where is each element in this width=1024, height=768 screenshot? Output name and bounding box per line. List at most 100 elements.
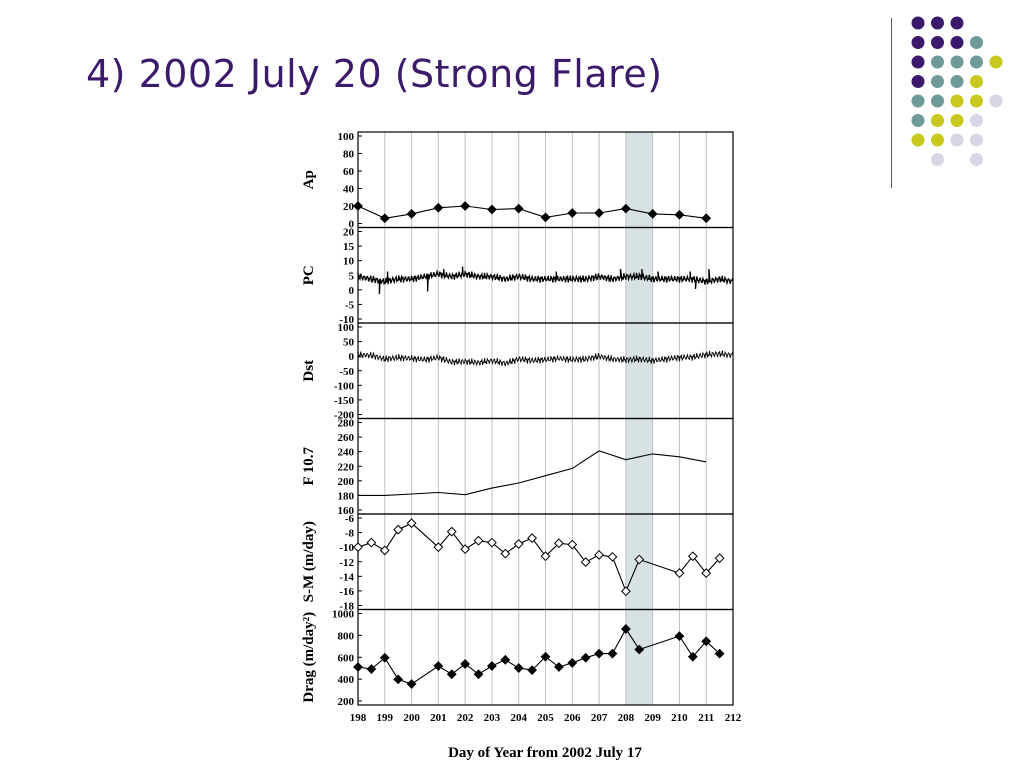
data-point — [620, 624, 631, 634]
y-axis-title: S-M (m/day) — [301, 521, 317, 602]
x-tick-label: 200 — [403, 712, 420, 724]
y-tick-label: 260 — [338, 432, 355, 444]
decor-dot — [970, 114, 983, 127]
data-point — [540, 551, 551, 562]
y-tick-label: 20 — [343, 227, 355, 239]
decor-dot — [950, 55, 964, 69]
decor-dot — [931, 75, 944, 88]
x-tick-label: 198 — [350, 712, 367, 724]
data-point — [527, 533, 538, 544]
decor-dot — [950, 133, 964, 147]
x-tick-label: 203 — [484, 712, 501, 724]
y-tick-label: 60 — [343, 166, 355, 178]
data-point — [647, 208, 658, 219]
slide-title: 4) 2002 July 20 (Strong Flare) — [86, 52, 663, 96]
y-tick-label: -200 — [334, 410, 355, 422]
x-tick-label: 211 — [698, 712, 714, 724]
x-tick-label: 201 — [430, 712, 447, 724]
data-point — [379, 652, 390, 663]
data-point — [674, 568, 685, 579]
decor-dot — [950, 16, 964, 30]
series-line — [357, 266, 734, 295]
data-point — [607, 551, 618, 562]
data-point — [353, 201, 363, 211]
data-point — [553, 662, 564, 672]
data-point — [406, 679, 417, 689]
data-point — [687, 551, 698, 562]
series-line — [357, 627, 720, 685]
data-point — [714, 553, 725, 564]
data-point — [674, 631, 685, 642]
y-tick-label: 50 — [343, 337, 355, 349]
y-tick-label: 600 — [338, 652, 355, 664]
y-tick-label: -10 — [339, 314, 354, 326]
data-point — [460, 544, 471, 555]
y-tick-label: -16 — [339, 586, 354, 598]
decor-dot — [931, 16, 944, 30]
y-tick-label: 800 — [338, 630, 355, 642]
series-line — [357, 205, 707, 219]
data-point — [460, 201, 471, 211]
data-point — [594, 208, 604, 218]
y-tick-label: 100 — [338, 131, 355, 143]
x-tick-label: 212 — [725, 712, 742, 724]
y-tick-label: 0 — [349, 285, 355, 297]
data-point — [701, 213, 712, 224]
y-tick-label: -50 — [339, 366, 354, 378]
x-tick-label: 210 — [671, 712, 688, 724]
data-point — [393, 524, 404, 535]
x-tick-label: 209 — [644, 712, 661, 724]
y-axis-title: Drag (m/day²) — [301, 612, 317, 703]
y-axis-title: Dst — [301, 360, 317, 382]
decor-dot — [950, 75, 964, 88]
x-tick-label: 202 — [457, 712, 474, 724]
decor-dot — [989, 94, 1003, 108]
data-point — [500, 654, 511, 665]
data-point — [620, 203, 631, 214]
data-point — [527, 665, 538, 676]
decor-dot — [970, 153, 983, 166]
data-point — [353, 662, 363, 672]
decor-dot — [931, 153, 944, 166]
data-point — [513, 203, 524, 214]
panel-1: 100 80 60 40 20 0 Ap — [301, 131, 734, 231]
data-point — [620, 586, 631, 597]
data-point — [580, 557, 591, 567]
panel-5: -6 -8 -10 -12 -14 -16 -18 S-M (m/day) — [301, 513, 734, 613]
data-point — [714, 648, 725, 659]
decor-dot — [970, 94, 983, 108]
data-point — [433, 542, 444, 553]
data-point — [594, 648, 604, 659]
y-tick-label: 20 — [343, 201, 355, 213]
data-point — [674, 209, 685, 220]
chart-panels: 100806040200Ap20151050-5-10PC100500-50-1… — [301, 131, 742, 724]
y-tick-label: 100 — [338, 322, 355, 334]
data-point — [513, 539, 524, 549]
y-tick-label: 40 — [343, 184, 355, 196]
decor-dot — [931, 36, 944, 49]
decor-dot — [911, 94, 925, 108]
data-point — [500, 548, 511, 559]
data-point — [446, 526, 457, 537]
data-point — [446, 669, 457, 680]
data-point — [460, 659, 471, 669]
data-point — [433, 202, 444, 213]
y-tick-label: -8 — [345, 528, 355, 540]
data-point — [406, 208, 417, 219]
y-tick-label: 400 — [338, 674, 355, 686]
data-point — [607, 648, 618, 659]
x-axis-title: Day of Year from 2002 July 17 — [448, 745, 642, 761]
y-tick-label: 1000 — [332, 609, 355, 621]
series-line — [357, 522, 721, 593]
data-point — [433, 661, 444, 671]
y-tick-label: 5 — [349, 270, 355, 282]
y-tick-label: -150 — [334, 395, 355, 407]
data-point — [366, 664, 377, 674]
y-tick-label: 0 — [349, 351, 355, 363]
decor-dot — [950, 94, 964, 108]
decor-dot — [911, 133, 925, 147]
decor-dot — [931, 55, 944, 69]
y-tick-label: -100 — [334, 380, 355, 392]
data-point — [379, 545, 390, 556]
x-tick-label: 207 — [591, 712, 608, 724]
